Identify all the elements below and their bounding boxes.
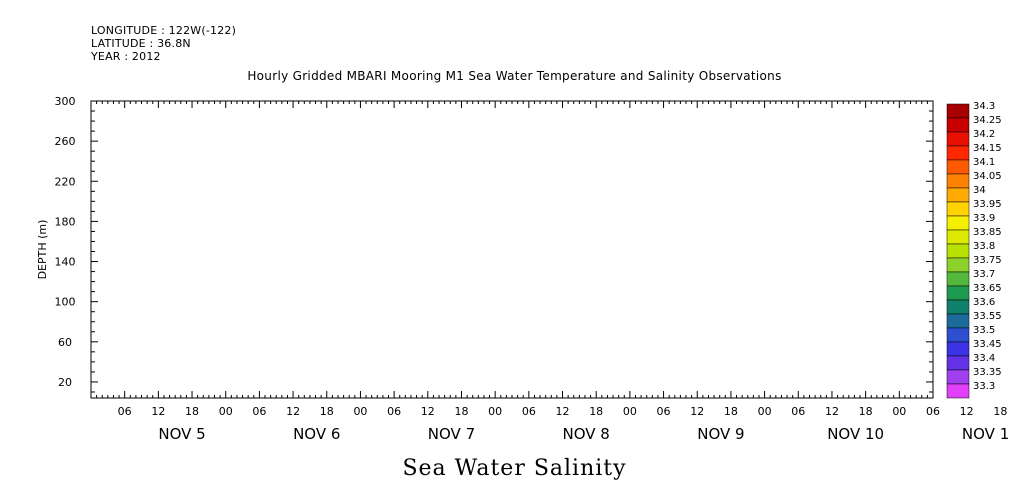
colorbar-swatch: [946, 159, 970, 175]
colorbar-label: 33.7: [973, 269, 995, 280]
colorbar-label: 33.45: [973, 339, 1002, 350]
x-tick-label: 00: [623, 405, 637, 418]
x-tick-label: 00: [892, 405, 906, 418]
x-tick-label: 18: [589, 405, 603, 418]
y-tick-label: 100: [55, 296, 76, 309]
x-tick-label: 00: [488, 405, 502, 418]
x-tick-label: 00: [353, 405, 367, 418]
x-tick-label: 18: [724, 405, 738, 418]
x-day-label: NOV 11: [962, 425, 1009, 443]
colorbar-swatch: [946, 201, 970, 217]
latitude-text: LATITUDE : 36.8N: [91, 37, 191, 50]
y-tick-label: 220: [55, 175, 76, 188]
colorbar-swatch: [946, 243, 970, 259]
colorbar-label: 33.65: [973, 283, 1002, 294]
chart-title: Hourly Gridded MBARI Mooring M1 Sea Wate…: [247, 69, 782, 83]
colorbar-swatch: [946, 355, 970, 371]
plot-frame: [90, 100, 934, 399]
colorbar-swatch: [946, 117, 970, 133]
x-tick-label: 18: [993, 405, 1007, 418]
colorbar-swatch: [946, 103, 970, 119]
x-tick-label: 06: [252, 405, 266, 418]
x-tick-label: 12: [960, 405, 974, 418]
x-axis-title: Sea Water Salinity: [402, 456, 627, 481]
colorbar-label: 33.6: [973, 297, 995, 308]
x-tick-label: 06: [791, 405, 805, 418]
colorbar-label: 34.3: [973, 101, 995, 112]
x-day-label: NOV 6: [293, 425, 340, 443]
y-tick-label: 140: [55, 256, 76, 269]
colorbar-label: 33.9: [973, 213, 995, 224]
x-tick-label: 06: [657, 405, 671, 418]
colorbar-swatch: [946, 215, 970, 231]
x-tick-label: 18: [185, 405, 199, 418]
colorbar-swatch: [946, 187, 970, 203]
colorbar-label: 33.35: [973, 367, 1002, 378]
colorbar-label: 34.2: [973, 129, 995, 140]
colorbar-swatch: [946, 229, 970, 245]
x-day-label: NOV 10: [827, 425, 884, 443]
year-text: YEAR : 2012: [91, 50, 161, 63]
x-tick-label: 18: [859, 405, 873, 418]
colorbar-swatch: [946, 369, 970, 385]
x-tick-label: 00: [219, 405, 233, 418]
x-tick-label: 06: [387, 405, 401, 418]
colorbar-label: 33.95: [973, 199, 1002, 210]
x-tick-label: 06: [522, 405, 536, 418]
x-day-label: NOV 5: [158, 425, 205, 443]
y-tick-label: 20: [58, 376, 72, 389]
colorbar-swatch: [946, 271, 970, 287]
x-tick-label: 12: [825, 405, 839, 418]
colorbar-swatch: [946, 173, 970, 189]
colorbar-label: 33.4: [973, 353, 995, 364]
x-tick-label: 12: [421, 405, 435, 418]
y-tick-label: 180: [55, 215, 76, 228]
x-tick-label: 12: [556, 405, 570, 418]
colorbar-label: 33.5: [973, 325, 995, 336]
colorbar-swatch: [946, 145, 970, 161]
x-day-label: NOV 9: [697, 425, 744, 443]
colorbar-label: 33.8: [973, 241, 995, 252]
colorbar-label: 34.15: [973, 143, 1002, 154]
colorbar-swatch: [946, 257, 970, 273]
y-axis-title: DEPTH (m): [36, 220, 49, 280]
y-tick-label: 60: [58, 336, 72, 349]
x-tick-label: 12: [286, 405, 300, 418]
colorbar-label: 33.3: [973, 381, 995, 392]
colorbar-label: 33.75: [973, 255, 1002, 266]
colorbar-label: 34: [973, 185, 986, 196]
colorbar-swatch: [946, 341, 970, 357]
colorbar-label: 33.85: [973, 227, 1002, 238]
x-tick-label: 00: [758, 405, 772, 418]
x-tick-label: 12: [151, 405, 165, 418]
colorbar-label: 34.1: [973, 157, 995, 168]
colorbar-swatch: [946, 327, 970, 343]
colorbar-swatch: [946, 299, 970, 315]
colorbar-swatch: [946, 131, 970, 147]
x-tick-label: 18: [454, 405, 468, 418]
x-day-label: NOV 7: [428, 425, 475, 443]
colorbar-swatch: [946, 383, 970, 399]
y-tick-label: 300: [55, 95, 76, 108]
colorbar-swatch: [946, 285, 970, 301]
x-tick-label: 06: [926, 405, 940, 418]
colorbar-label: 34.05: [973, 171, 1002, 182]
colorbar-swatch: [946, 313, 970, 329]
colorbar-label: 33.55: [973, 311, 1002, 322]
x-tick-label: 18: [320, 405, 334, 418]
colorbar-label: 34.25: [973, 115, 1002, 126]
x-day-label: NOV 8: [563, 425, 610, 443]
x-tick-label: 06: [118, 405, 132, 418]
x-tick-label: 12: [690, 405, 704, 418]
longitude-text: LONGITUDE : 122W(-122): [91, 24, 237, 37]
y-tick-label: 260: [55, 135, 76, 148]
